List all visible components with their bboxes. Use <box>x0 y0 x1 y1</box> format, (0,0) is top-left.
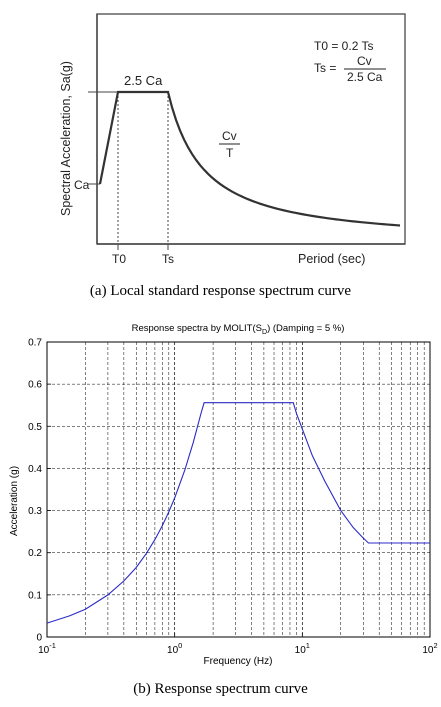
chart-a: Spectral Acceleration, Sa(g) Ca 2.5 Ca C… <box>59 13 406 266</box>
chart-a-eq1: T0 = 0.2 Ts <box>314 39 373 53</box>
chart-a-xlabel: Period (sec) <box>298 252 365 266</box>
chart-a-eq2-lhs: Ts = <box>314 61 336 75</box>
chart-b-series-line <box>46 402 430 624</box>
chart-b: Response spectra by MOLIT(SD) (Damping =… <box>9 323 438 667</box>
chart-a-decay-num: Cv <box>222 129 237 143</box>
chart-a-tick-label-ts: Ts <box>162 252 174 266</box>
chart-a-spectrum-curve <box>98 90 401 227</box>
chart-b-axis-ticks: 0 0.1 0.2 0.3 0.4 0.5 0.6 0.7 10-1 100 101 102 <box>28 338 438 657</box>
chart-b-ytick-label: 0.4 <box>28 464 42 475</box>
chart-b-ytick-label: 0.6 <box>28 380 42 391</box>
chart-a-plateau-label: 2.5 Ca <box>124 73 163 88</box>
chart-a-frame <box>96 13 406 245</box>
chart-a-label-ca: Ca <box>74 178 90 192</box>
caption-a: (a) Local standard response spectrum cur… <box>89 283 352 299</box>
chart-b-xtick-label: 10-1 <box>38 641 56 656</box>
chart-b-xtick-label: 101 <box>295 641 310 656</box>
chart-a-ylabel: Spectral Acceleration, Sa(g) <box>59 61 73 216</box>
chart-b-xtick-label: 102 <box>422 641 437 656</box>
chart-a-tick-label-t0: T0 <box>112 252 126 266</box>
chart-b-xtick-label: 100 <box>167 641 182 656</box>
chart-b-xlabel: Frequency (Hz) <box>204 656 273 667</box>
chart-a-decay-den: T <box>226 146 234 160</box>
chart-a-eq2-den: 2.5 Ca <box>347 70 383 84</box>
caption-b: (b) Response spectrum curve <box>133 681 308 697</box>
chart-b-ytick-label: 0.1 <box>28 590 42 601</box>
chart-b-plot-frame <box>46 341 431 638</box>
chart-a-eq2-num: Cv <box>357 54 372 68</box>
chart-b-grid <box>47 342 430 637</box>
chart-b-ytick-label: 0.5 <box>28 422 42 433</box>
chart-b-ylabel: Acceleration (g) <box>9 466 20 536</box>
chart-b-ytick-label: 0.2 <box>28 548 42 559</box>
chart-b-ytick-label: 0.3 <box>28 506 42 517</box>
chart-b-ytick-label: 0.7 <box>28 338 42 349</box>
chart-b-ytick-label: 0 <box>36 633 42 644</box>
chart-b-title: Response spectra by MOLIT(SD) (Damping =… <box>132 323 345 336</box>
